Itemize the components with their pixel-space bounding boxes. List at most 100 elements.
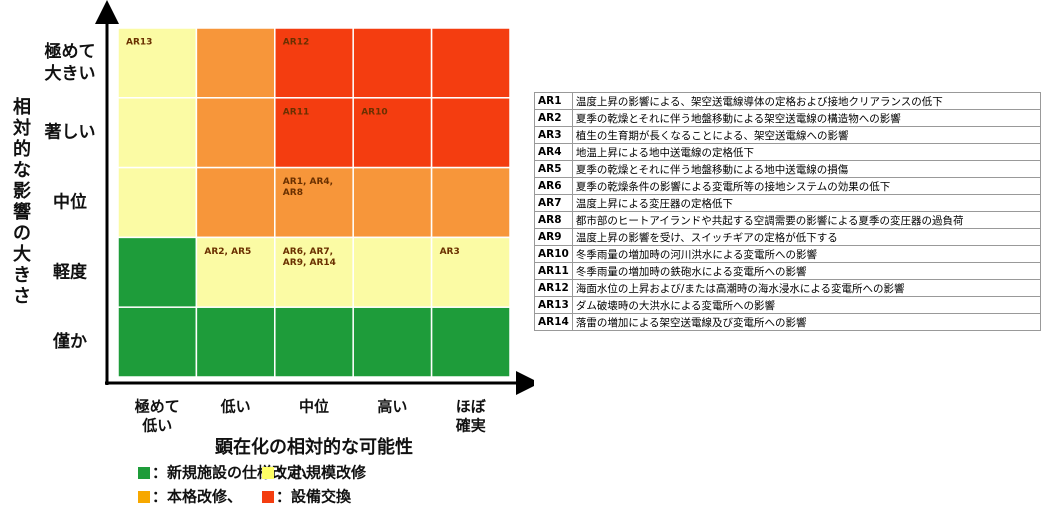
y-axis-title-char: 響 [13, 201, 31, 223]
risk-code: AR3 [534, 126, 573, 144]
x-axis-title: 顕在化の相対的な可能性 [215, 436, 413, 458]
risk-cell [117, 236, 198, 308]
cell-label: AR9, AR14 [283, 258, 336, 268]
risk-description: 温度上昇による変圧器の定格低下 [571, 194, 1042, 212]
risk-code: AR4 [534, 143, 573, 161]
risk-cell [352, 27, 433, 99]
cell-label: AR13 [126, 38, 152, 48]
cell-label: AR10 [361, 107, 387, 117]
y-axis-title-char: 相 [13, 97, 31, 118]
cell-label: AR6, AR7, [283, 247, 333, 257]
table-row: AR2 夏季の乾燥とそれに伴う地盤移動による架空送電線の構造物への影響 [534, 109, 1042, 127]
risk-code: AR6 [534, 177, 573, 195]
risk-cell [430, 27, 511, 99]
table-row: AR7 温度上昇による変圧器の定格低下 [534, 194, 1042, 212]
risk-code: AR11 [534, 262, 573, 280]
risk-code: AR5 [534, 160, 573, 178]
risk-cell [352, 306, 433, 378]
risk-description: 夏季の乾燥とそれに伴う地盤移動による架空送電線の構造物への影響 [571, 109, 1042, 127]
risk-cell [430, 97, 511, 169]
column-label: 低い [220, 398, 251, 416]
risk-cell [274, 236, 354, 308]
table-row: AR9 温度上昇の影響を受け、スイッチギアの定格が低下する [534, 228, 1042, 246]
risk-cell [117, 27, 198, 99]
y-axis-title-char: き [13, 265, 31, 286]
y-axis-title-char: 大 [13, 243, 31, 265]
risk-cell [195, 306, 276, 378]
legend-label: ：新規施設の仕様改定、 [152, 464, 317, 482]
legend-swatch [138, 467, 150, 479]
risk-code: AR10 [534, 245, 573, 263]
risk-code: AR13 [534, 296, 573, 314]
risk-cell [195, 166, 276, 239]
risk-code: AR7 [534, 194, 573, 212]
table-row: AR14 落雷の増加による架空送電線及び変電所への影響 [534, 313, 1042, 331]
risk-cell [117, 166, 198, 239]
y-axis-title-char: 的 [13, 138, 31, 160]
risk-cell [195, 236, 276, 308]
risk-table: AR1 温度上昇の影響による、架空送電線導体の定格および接地クリアランスの低下 AR… [534, 92, 1042, 331]
legend-label: ：小規模改修 [276, 464, 367, 482]
legend-swatch [138, 491, 150, 503]
risk-description: 温度上昇の影響を受け、スイッチギアの定格が低下する [571, 228, 1042, 246]
risk-description: ダム破壊時の大洪水による変電所への影響 [571, 296, 1042, 314]
risk-cell [430, 306, 511, 378]
y-axis-title-char: な [13, 160, 31, 181]
y-axis-title-char: 対 [12, 117, 31, 139]
risk-code: AR14 [534, 313, 573, 331]
cell-label: AR2, AR5 [204, 247, 251, 257]
risk-cell [274, 306, 354, 378]
risk-code: AR12 [534, 279, 573, 297]
risk-description: 都市部のヒートアイランドや共起する空調需要の影響による夏季の変圧器の過負荷 [571, 211, 1042, 229]
risk-cell [352, 236, 433, 308]
table-row: AR1 温度上昇の影響による、架空送電線導体の定格および接地クリアランスの低下 [534, 92, 1042, 110]
cell-label: AR8 [283, 188, 303, 198]
y-axis-title-char: さ [13, 286, 31, 307]
risk-cell [195, 97, 276, 169]
cell-label: AR3 [440, 247, 460, 257]
cell-label: AR12 [283, 38, 309, 48]
table-row: AR10 冬季雨量の増加時の河川洪水による変電所への影響 [534, 245, 1042, 263]
row-label: 極めて [45, 41, 96, 62]
risk-description: 植生の生育期が長くなることによる、架空送電線への影響 [571, 126, 1042, 144]
row-label: 著しい [45, 122, 96, 143]
risk-description: 夏季の乾燥とそれに伴う地盤移動による地中送電線の損傷 [571, 160, 1042, 178]
risk-description: 冬季雨量の増加時の河川洪水による変電所への影響 [571, 245, 1042, 263]
risk-description: 地温上昇による地中送電線の定格低下 [571, 143, 1042, 161]
cell-label: AR1, AR4, [283, 177, 333, 187]
risk-cell [274, 27, 354, 99]
risk-description: 冬季雨量の増加時の鉄砲水による変電所への影響 [571, 262, 1042, 280]
risk-cell [274, 97, 354, 169]
table-row: AR8 都市部のヒートアイランドや共起する空調需要の影響による夏季の変圧器の過負荷 [534, 211, 1042, 229]
column-label: ほぼ [456, 398, 487, 416]
risk-cell [117, 306, 198, 378]
risk-code: AR8 [534, 211, 573, 229]
legend-label: ：本格改修、 [152, 488, 242, 506]
column-label: 中位 [299, 398, 329, 416]
column-label: 極めて [134, 398, 180, 416]
y-axis-title-char: 影 [13, 181, 31, 202]
risk-description: 温度上昇の影響による、架空送電線導体の定格および接地クリアランスの低下 [571, 92, 1042, 110]
table-row: AR13 ダム破壊時の大洪水による変電所への影響 [534, 296, 1042, 314]
risk-cell [352, 97, 433, 169]
row-label: 軽度 [53, 261, 88, 282]
legend-swatch [262, 467, 274, 479]
risk-cell [352, 166, 433, 239]
risk-description: 海面水位の上昇および/または高潮時の海水浸水による変電所への影響 [571, 279, 1042, 297]
risk-code: AR2 [534, 109, 573, 127]
risk-cell [430, 166, 511, 239]
table-row: AR3 植生の生育期が長くなることによる、架空送電線への影響 [534, 126, 1042, 144]
risk-cell [117, 97, 198, 169]
row-label: 中位 [53, 192, 87, 213]
risk-code: AR9 [534, 228, 573, 246]
column-label: 低い [141, 417, 172, 435]
table-row: AR6 夏季の乾燥条件の影響による変電所等の接地システムの効果の低下 [534, 177, 1042, 195]
risk-description: 夏季の乾燥条件の影響による変電所等の接地システムの効果の低下 [571, 177, 1042, 195]
column-label: 高い [377, 398, 407, 416]
table-row: AR4 地温上昇による地中送電線の定格低下 [534, 143, 1042, 161]
risk-description: 落雷の増加による架空送電線及び変電所への影響 [571, 313, 1042, 331]
cell-label: AR11 [283, 107, 309, 117]
table-row: AR12 海面水位の上昇および/または高潮時の海水浸水による変電所への影響 [534, 279, 1042, 297]
